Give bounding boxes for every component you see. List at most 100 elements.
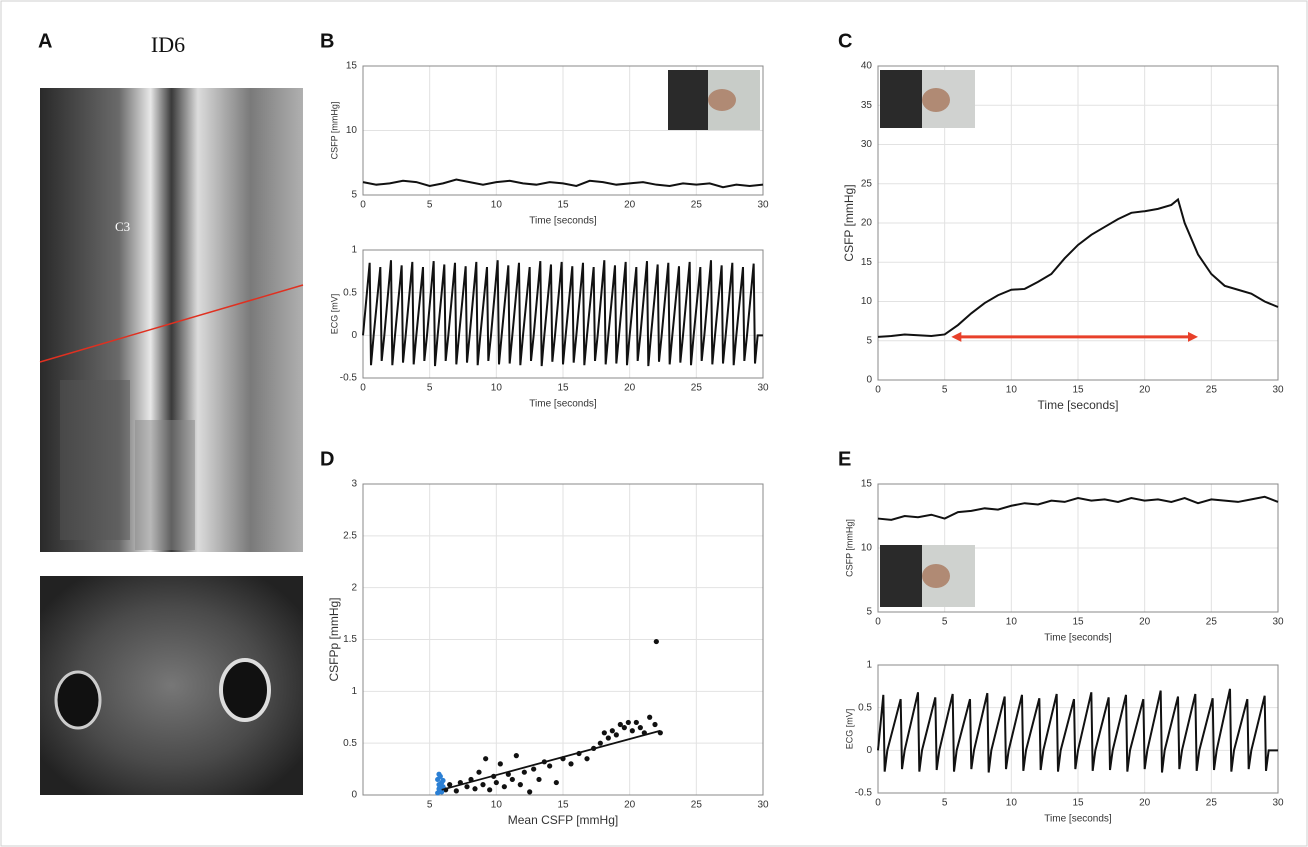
y-tick-label: 2.5 [343, 530, 357, 541]
point [521, 769, 527, 775]
x-tick-label: 10 [1006, 798, 1018, 809]
point [584, 756, 590, 762]
x-tick-label: 20 [624, 800, 636, 811]
x-tick-label: 25 [1206, 385, 1218, 396]
photo-region [668, 70, 708, 130]
y-tick-label: 10 [346, 125, 358, 136]
x-tick-label: 30 [1272, 798, 1284, 809]
x-tick-label: 5 [942, 617, 948, 628]
y-tick-label: 10 [861, 296, 873, 307]
point [637, 725, 643, 731]
y-tick-label: 25 [861, 178, 873, 189]
point [652, 721, 658, 728]
x-tick-label: 30 [757, 200, 769, 211]
line [877, 495, 1279, 521]
line [877, 197, 1279, 338]
point [453, 788, 459, 794]
plot: 5 10 15 20 25 30 0 0.5 1 1.5 2 2.5 3 Mean CSFP [mmHg]… [327, 479, 769, 828]
y-axis-label: CSFPp [mmHg] [327, 597, 341, 681]
axes-frame [877, 664, 1279, 794]
point [476, 769, 482, 775]
inset-photo [668, 70, 760, 130]
y-tick-label: 10 [861, 543, 873, 554]
point [553, 779, 559, 786]
x-axis-label: Time [seconds] [1044, 814, 1112, 825]
point [501, 784, 507, 790]
y-tick-label: 35 [861, 100, 873, 111]
y-tick-label: -0.5 [855, 788, 873, 799]
x-tick-label: 5 [427, 800, 433, 811]
point [601, 730, 607, 736]
point [605, 735, 611, 741]
x-tick-label: 10 [1006, 385, 1018, 396]
panel-label: E [838, 448, 851, 470]
point [483, 756, 489, 762]
inset-photo [880, 70, 975, 128]
line [362, 260, 763, 367]
x-tick-label: 30 [1272, 385, 1284, 396]
inset-photo [880, 545, 975, 607]
point [435, 790, 441, 796]
x-tick-label: 15 [1072, 385, 1084, 396]
photo-region [708, 89, 736, 111]
x-tick-label: 30 [757, 800, 769, 811]
x-tick-label: 20 [1139, 617, 1151, 628]
axes-frame [877, 483, 1279, 613]
point [621, 725, 627, 731]
axes-frame [877, 65, 1279, 381]
fit-line [441, 729, 661, 791]
point [472, 786, 478, 792]
x-tick-label: 15 [1072, 798, 1084, 809]
point [436, 771, 442, 777]
point [647, 714, 653, 720]
y-tick-label: 5 [866, 335, 872, 346]
vertebra-label: C3 [115, 219, 130, 234]
arrow-head [951, 331, 962, 342]
x-tick-label: 5 [942, 385, 948, 396]
point [536, 776, 542, 783]
x-tick-label: 25 [1206, 798, 1218, 809]
x-tick-label: 30 [757, 383, 769, 394]
line [362, 178, 764, 189]
point [509, 776, 515, 783]
y-tick-label: 1 [866, 660, 872, 671]
y-tick-label: 0 [866, 375, 872, 386]
x-tick-label: 10 [1006, 617, 1018, 628]
point [464, 784, 470, 790]
point [480, 782, 486, 788]
y-tick-label: 30 [861, 139, 873, 150]
y-tick-label: 40 [861, 61, 873, 72]
point [439, 789, 445, 795]
x-tick-label: 20 [624, 383, 636, 394]
x-tick-label: 10 [491, 383, 503, 394]
x-tick-label: 5 [942, 798, 948, 809]
y-tick-label: 0.5 [343, 738, 357, 749]
x-tick-label: 15 [1072, 617, 1084, 628]
x-tick-label: 15 [557, 200, 569, 211]
x-tick-label: 15 [557, 383, 569, 394]
x-tick-label: 0 [360, 200, 366, 211]
y-tick-label: 15 [346, 61, 358, 72]
y-tick-label: 0 [351, 790, 357, 801]
x-tick-label: 25 [691, 383, 703, 394]
point [613, 732, 619, 738]
y-axis-label: CSFP [mmHg] [842, 184, 856, 261]
x-tick-label: 25 [691, 800, 703, 811]
arrow-head [1188, 331, 1198, 342]
y-axis-label: CSFP [mmHg] [844, 519, 854, 577]
x-tick-label: 25 [691, 200, 703, 211]
x-tick-label: 0 [875, 617, 881, 628]
y-axis-label: ECG [mV] [844, 709, 854, 750]
point [517, 782, 523, 788]
image-region [135, 420, 195, 550]
x-tick-label: 20 [1139, 385, 1151, 396]
point [625, 719, 631, 726]
y-tick-label: 15 [861, 479, 873, 490]
point [513, 753, 519, 759]
photo-region [922, 88, 950, 112]
image-region [60, 380, 130, 540]
axes-frame [362, 65, 764, 196]
point [568, 761, 574, 767]
y-tick-label: 2 [351, 582, 357, 593]
x-tick-label: 0 [875, 798, 881, 809]
